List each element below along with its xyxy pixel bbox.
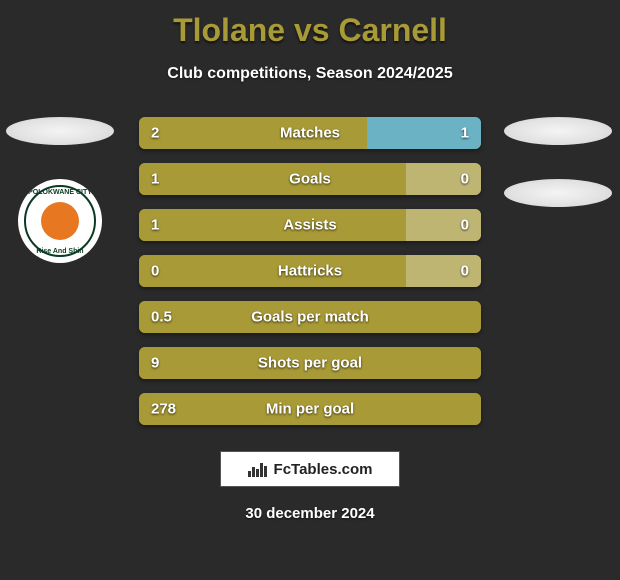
stat-row: 278 Min per goal — [139, 393, 481, 425]
stat-row: 9 Shots per goal — [139, 347, 481, 379]
stat-value-right: 0 — [461, 263, 469, 280]
stat-row: 2 1 Matches — [139, 117, 481, 149]
stat-label: Matches — [280, 125, 340, 142]
stat-value-right: 1 — [461, 125, 469, 142]
stat-bar-right-fill — [406, 209, 481, 241]
stat-value-left: 9 — [151, 355, 159, 372]
stat-row: 1 0 Assists — [139, 209, 481, 241]
page-subtitle: Club competitions, Season 2024/2025 — [0, 65, 620, 83]
stat-value-left: 2 — [151, 125, 159, 142]
footer-brand-text: FcTables.com — [274, 461, 373, 478]
player-left-club-badge: POLOKWANE CITY Rise And Shin — [18, 179, 102, 263]
brand-chart-icon — [248, 461, 268, 477]
right-player-column — [504, 117, 614, 207]
stat-label: Min per goal — [266, 401, 354, 418]
stat-label: Goals — [289, 171, 331, 188]
badge-top-text: POLOKWANE CITY — [28, 189, 92, 196]
stat-bar-left-fill — [139, 163, 406, 195]
stat-row: 0 0 Hattricks — [139, 255, 481, 287]
left-player-column: POLOKWANE CITY Rise And Shin — [6, 117, 116, 263]
stat-label: Shots per goal — [258, 355, 362, 372]
stat-value-left: 0.5 — [151, 309, 172, 326]
stat-value-left: 1 — [151, 171, 159, 188]
stat-value-left: 0 — [151, 263, 159, 280]
player-right-oval — [504, 117, 612, 145]
stat-label: Goals per match — [251, 309, 369, 326]
stat-bar-right-fill — [406, 163, 481, 195]
comparison-content: POLOKWANE CITY Rise And Shin 2 1 Matches 1 0… — [0, 117, 620, 425]
stat-bar-left-fill — [139, 255, 406, 287]
player-right-club-oval — [504, 179, 612, 207]
footer-brand-box: FcTables.com — [220, 451, 400, 487]
comparison-bars: 2 1 Matches 1 0 Goals 1 0 Assists 0 0 Hattricks 0.5 G… — [139, 117, 481, 425]
badge-bottom-text: Rise And Shin — [36, 248, 83, 255]
stat-row: 1 0 Goals — [139, 163, 481, 195]
stat-value-right: 0 — [461, 171, 469, 188]
stat-value-right: 0 — [461, 217, 469, 234]
stat-value-left: 1 — [151, 217, 159, 234]
footer-date: 30 december 2024 — [0, 505, 620, 522]
stat-value-left: 278 — [151, 401, 176, 418]
stat-row: 0.5 Goals per match — [139, 301, 481, 333]
player-left-oval — [6, 117, 114, 145]
page-title: Tlolane vs Carnell — [0, 0, 620, 49]
stat-bar-right-fill — [406, 255, 481, 287]
stat-label: Hattricks — [278, 263, 342, 280]
stat-bar-left-fill — [139, 209, 406, 241]
stat-label: Assists — [283, 217, 336, 234]
